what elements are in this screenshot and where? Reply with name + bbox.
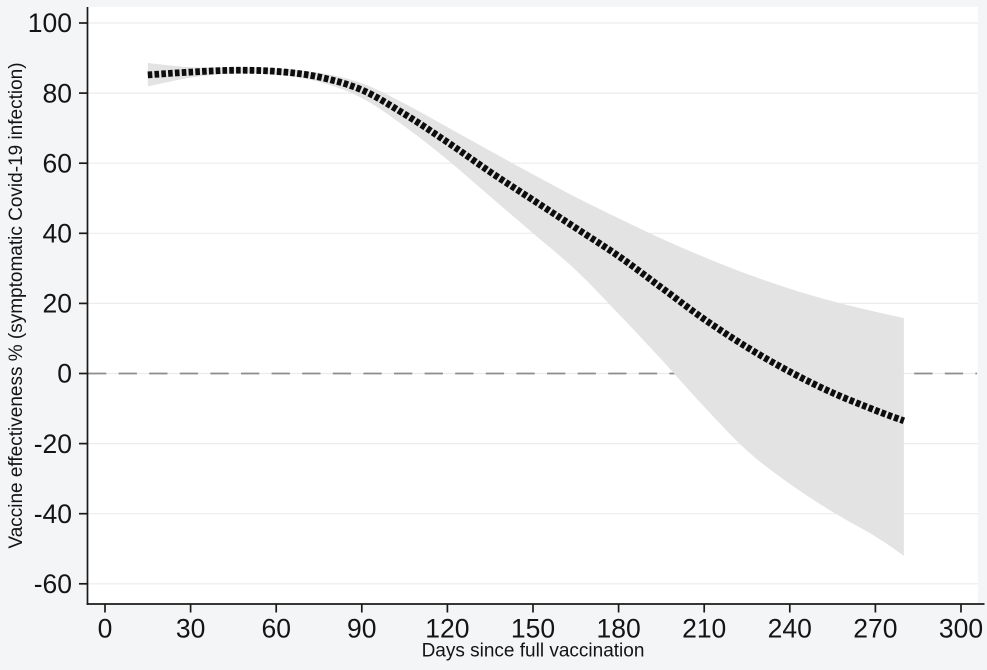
x-tick-label-210: 210	[682, 614, 726, 644]
y-axis-title: Vaccine effectiveness % (symptomatic Cov…	[6, 62, 27, 548]
axes-layer	[86, 7, 985, 605]
confidence-band-layer	[147, 63, 904, 556]
y-tick-label-100: 100	[28, 8, 72, 38]
y-tick-label--20: -20	[34, 429, 72, 459]
y-tick-label--40: -40	[34, 499, 72, 529]
tick-marks-layer	[79, 22, 962, 613]
y-tick-label-60: 60	[43, 148, 72, 178]
effectiveness-curve-layer	[147, 66, 906, 424]
y-tick-label-80: 80	[43, 78, 72, 108]
y-tick-label-20: 20	[43, 289, 72, 319]
tick-labels-layer: 100 80 60 40 20 0 -20 -40 -60 0 30 60 90 120 150 180 210…	[28, 8, 983, 643]
x-tick-label-90: 90	[347, 614, 376, 644]
confidence-interval-band	[147, 63, 904, 556]
y-tick-label-0: 0	[57, 359, 72, 389]
x-tick-label-270: 270	[853, 614, 897, 644]
x-tick-label-150: 150	[511, 614, 555, 644]
x-tick-label-30: 30	[176, 614, 205, 644]
y-tick-label-40: 40	[43, 219, 72, 249]
x-tick-label-180: 180	[596, 614, 640, 644]
x-tick-label-0: 0	[98, 614, 113, 644]
y-tick-label--60: -60	[34, 569, 72, 599]
effectiveness-curve	[147, 66, 906, 424]
x-axis-title: Days since full vaccination	[422, 641, 645, 662]
x-tick-label-120: 120	[425, 614, 469, 644]
x-tick-label-240: 240	[768, 614, 812, 644]
x-tick-label-300: 300	[939, 614, 983, 644]
x-tick-label-60: 60	[261, 614, 290, 644]
